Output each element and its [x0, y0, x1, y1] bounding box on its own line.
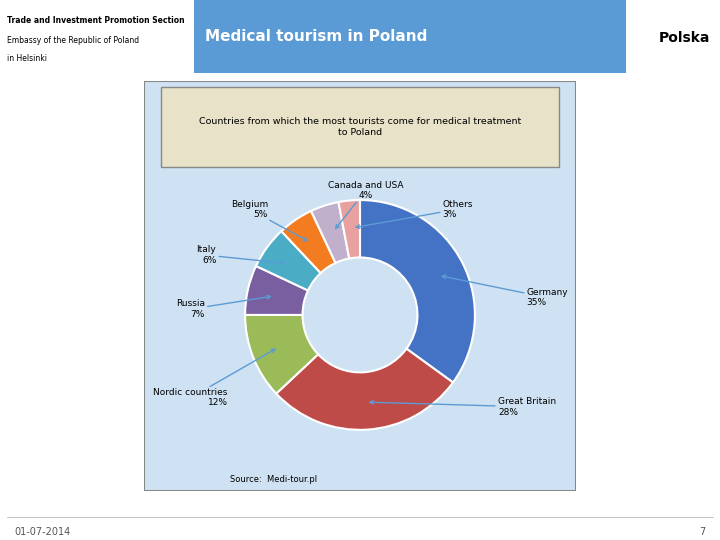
Text: Trade and Investment Promotion Section: Trade and Investment Promotion Section: [7, 16, 185, 25]
Text: Italy
6%: Italy 6%: [197, 246, 285, 265]
Wedge shape: [245, 266, 308, 315]
Text: 01-07-2014: 01-07-2014: [14, 528, 71, 537]
Wedge shape: [276, 349, 453, 430]
Text: Others
3%: Others 3%: [356, 199, 473, 228]
Text: Russia
7%: Russia 7%: [176, 295, 271, 319]
Wedge shape: [245, 315, 318, 394]
Wedge shape: [256, 231, 320, 291]
Text: Medical tourism in Poland: Medical tourism in Poland: [205, 29, 428, 44]
Text: Belgium
5%: Belgium 5%: [231, 199, 307, 241]
Text: Great Britain
28%: Great Britain 28%: [370, 397, 556, 416]
Wedge shape: [338, 200, 360, 259]
Text: 7: 7: [699, 528, 706, 537]
Text: Polska: Polska: [659, 31, 710, 45]
Text: Canada and USA
4%: Canada and USA 4%: [328, 180, 403, 228]
Text: Countries from which the most tourists come for medical treatment
to Poland: Countries from which the most tourists c…: [199, 117, 521, 137]
Text: in Helsinki: in Helsinki: [7, 54, 48, 63]
Text: Embassy of the Republic of Poland: Embassy of the Republic of Poland: [7, 36, 140, 45]
Wedge shape: [311, 202, 349, 263]
Bar: [194, 0, 626, 73]
Wedge shape: [282, 211, 336, 273]
Text: Germany
35%: Germany 35%: [442, 275, 568, 307]
Text: Source:  Medi-tour.pl: Source: Medi-tour.pl: [230, 475, 318, 484]
Text: Nordic countries
12%: Nordic countries 12%: [153, 349, 275, 407]
FancyBboxPatch shape: [161, 87, 559, 167]
Wedge shape: [360, 200, 475, 382]
